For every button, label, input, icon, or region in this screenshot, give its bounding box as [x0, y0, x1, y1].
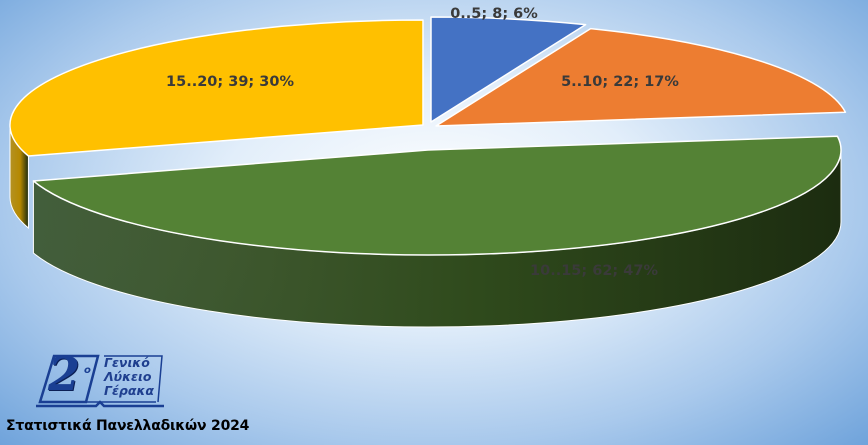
pie-slice-15..20[interactable] — [9, 19, 424, 157]
pie-slice-10..15[interactable] — [32, 135, 842, 256]
data-label-10..15: 10..15; 62; 47% — [530, 263, 658, 279]
logo-line-3: Γέρακα — [104, 383, 154, 398]
data-label-5..10: 5..10; 22; 17% — [561, 74, 679, 90]
data-label-15..20: 15..20; 39; 30% — [166, 74, 294, 90]
logo-line-1: Γενικό — [104, 355, 150, 370]
logo-line-2: Λύκειο — [104, 369, 152, 384]
data-label-0..5: 0..5; 8; 6% — [450, 6, 538, 22]
footer-caption: Στατιστικά Πανελλαδικών 2024 — [6, 418, 250, 434]
logo-superscript: ο — [84, 365, 91, 376]
open-book-icon — [36, 354, 164, 408]
pie-slice-0..5[interactable] — [430, 16, 587, 123]
pie-slice-5..10[interactable] — [435, 27, 847, 127]
logo-digit: 2 — [48, 347, 81, 401]
school-logo: 2 ο Γενικό Λύκειο Γέρακα — [34, 350, 174, 410]
